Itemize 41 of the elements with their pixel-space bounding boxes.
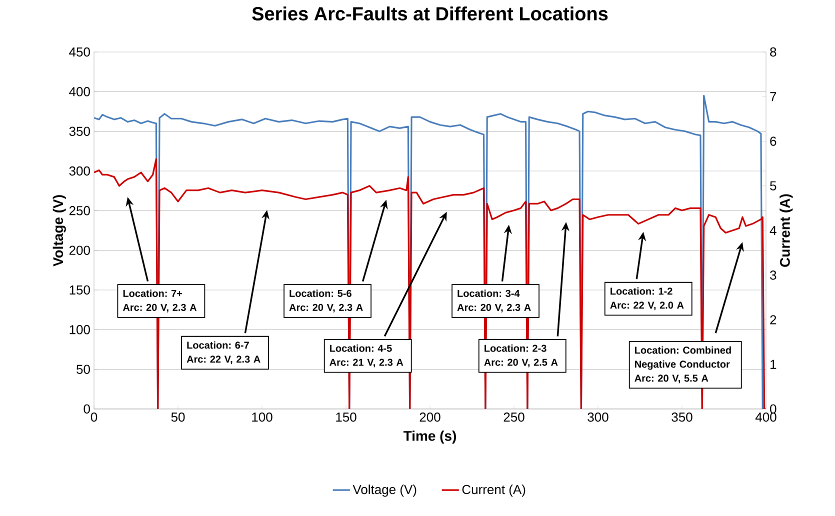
x-tick-label: 50: [171, 412, 185, 422]
annotation: Location: 4-5 Arc: 21 V, 2.3 A: [330, 344, 404, 368]
y-axis-title: Voltage (V): [52, 195, 66, 266]
y-tick-label: 250: [69, 206, 90, 216]
y-tick-label: 400: [69, 87, 90, 96]
y2-tick-label: 2: [770, 315, 776, 324]
y2-tick-label: 7: [770, 92, 776, 102]
legend-label: Current (A): [462, 484, 526, 497]
y-tick-label: 100: [70, 325, 90, 334]
x-tick-label: 100: [252, 412, 272, 422]
annotation: Location: 2-3 Arc: 20 V, 2.5 A: [484, 344, 558, 368]
annotation: Location: 5-6 Arc: 20 V, 2.3 A: [289, 290, 363, 312]
x-axis-title: Time (s): [403, 430, 456, 444]
y2-tick-label: 6: [770, 136, 776, 146]
x-tick-label: 350: [672, 412, 692, 422]
annotation: Location: 7+ Arc: 20 V, 2.3 A: [122, 290, 197, 312]
x-tick-label: 0: [90, 412, 98, 422]
y-tick-label: 200: [69, 246, 90, 255]
y2-axis-title: Current (A): [780, 194, 793, 267]
y2-tick-label: 3: [770, 270, 776, 280]
chart-title: Series Arc-Faults at Different Locations: [252, 6, 608, 20]
annotation: Location: Combined Negative Conductor Arc: 20 V, 5.5 A: [634, 346, 731, 384]
y2-tick-label: 8: [770, 47, 776, 57]
y2-tick-label: 4: [770, 226, 776, 235]
y-tick-label: 350: [69, 126, 90, 136]
y2-tick-label: 1: [770, 360, 776, 369]
legend-label: Voltage (V): [352, 484, 416, 497]
x-tick-label: 150: [336, 412, 356, 422]
y-tick-label: 50: [76, 364, 90, 374]
y-tick-label: 0: [84, 404, 90, 414]
y-tick-label: 300: [69, 166, 90, 176]
annotation: Location: 3-4 Arc: 20 V, 2.3 A: [457, 290, 531, 312]
y-tick-label: 450: [69, 47, 90, 57]
x-tick-label: 300: [588, 412, 608, 422]
y-tick-label: 150: [70, 285, 90, 295]
y2-tick-label: 5: [770, 181, 776, 190]
x-tick-label: 400: [755, 412, 776, 422]
annotation: Location: 6-7 Arc: 22 V, 2.3 A: [186, 341, 260, 364]
x-tick-label: 250: [504, 412, 524, 422]
annotation: Location: 1-2 Arc: 22 V, 2.0 A: [610, 287, 684, 310]
x-tick-label: 200: [420, 412, 440, 422]
